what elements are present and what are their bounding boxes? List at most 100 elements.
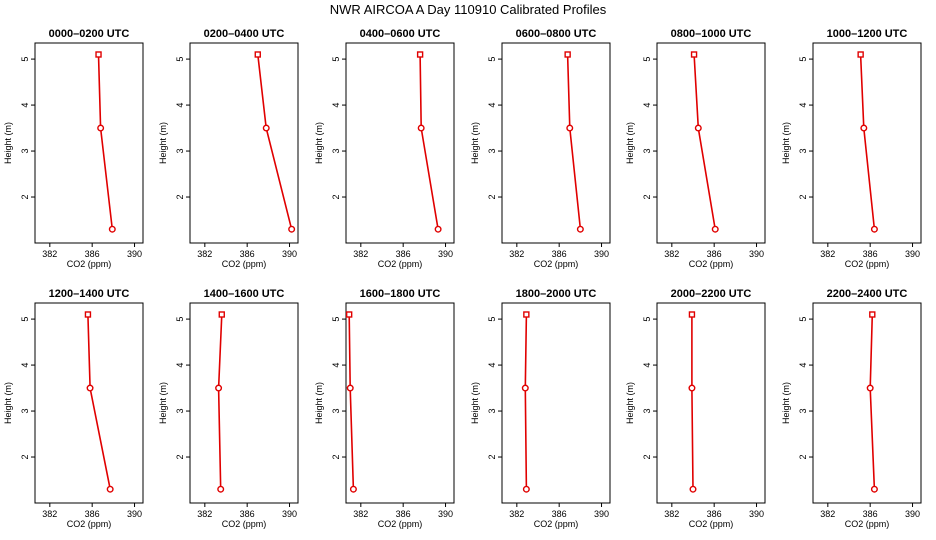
y-axis-label: Height (m) bbox=[781, 382, 791, 424]
x-axis-label: CO2 (ppm) bbox=[67, 259, 112, 269]
y-tick-label: 3 bbox=[487, 409, 497, 414]
x-tick-label: 390 bbox=[438, 509, 453, 519]
y-tick-label: 2 bbox=[175, 455, 185, 460]
y-tick-label: 3 bbox=[175, 149, 185, 154]
data-point bbox=[217, 485, 225, 493]
x-tick-label: 390 bbox=[594, 509, 609, 519]
y-tick-label: 3 bbox=[642, 149, 652, 154]
y-axis-label: Height (m) bbox=[3, 122, 13, 164]
data-point bbox=[694, 124, 702, 132]
data-point bbox=[689, 485, 697, 493]
profile-panel: 0200–0400 UTC 382 386 390 2 3 4 5 CO2 (ppm) Heigh… bbox=[158, 28, 299, 269]
data-point bbox=[564, 51, 571, 58]
plot-frame bbox=[345, 302, 455, 504]
y-tick-label: 5 bbox=[487, 57, 497, 62]
profile-panel: 1000–1200 UTC 382 386 390 2 3 4 5 CO2 (ppm) Heigh… bbox=[781, 28, 922, 269]
data-point bbox=[346, 384, 354, 392]
plot-frame bbox=[501, 42, 611, 244]
y-tick-label: 4 bbox=[487, 103, 497, 108]
x-tick-label: 382 bbox=[42, 509, 57, 519]
plot-frame bbox=[34, 42, 144, 244]
x-axis-label: CO2 (ppm) bbox=[222, 519, 267, 529]
x-axis-label: CO2 (ppm) bbox=[689, 259, 734, 269]
profile-panel: 1800–2000 UTC 382 386 390 2 3 4 5 CO2 (ppm) Heigh… bbox=[470, 288, 611, 529]
y-tick-label: 3 bbox=[175, 409, 185, 414]
y-tick-label: 4 bbox=[487, 363, 497, 368]
data-point bbox=[688, 384, 696, 392]
data-point bbox=[860, 124, 868, 132]
data-point bbox=[870, 225, 878, 233]
y-tick-label: 2 bbox=[642, 195, 652, 200]
plot-frame bbox=[189, 42, 299, 244]
data-point bbox=[869, 311, 876, 318]
profile-panel: 0400–0600 UTC 382 386 390 2 3 4 5 CO2 (ppm) Heigh… bbox=[314, 28, 455, 269]
profile-line bbox=[524, 314, 528, 490]
y-tick-label: 5 bbox=[487, 317, 497, 322]
data-point bbox=[84, 311, 92, 318]
data-point bbox=[688, 311, 696, 318]
plot-frame bbox=[656, 302, 766, 504]
x-axis-label: CO2 (ppm) bbox=[67, 519, 112, 529]
x-axis-label: CO2 (ppm) bbox=[845, 259, 890, 269]
x-tick-label: 390 bbox=[594, 249, 609, 259]
y-tick-label: 3 bbox=[331, 149, 341, 154]
data-point bbox=[95, 51, 102, 58]
y-tick-label: 5 bbox=[175, 57, 185, 62]
y-axis-label: Height (m) bbox=[781, 122, 791, 164]
x-tick-label: 386 bbox=[552, 509, 567, 519]
x-axis-label: CO2 (ppm) bbox=[222, 259, 267, 269]
panel-title: 1200–1400 UTC bbox=[49, 288, 130, 300]
profile-panel: 0600–0800 UTC 382 386 390 2 3 4 5 CO2 (ppm) Heigh… bbox=[470, 28, 611, 269]
x-tick-label: 386 bbox=[707, 249, 722, 259]
x-axis-label: CO2 (ppm) bbox=[378, 259, 423, 269]
x-tick-label: 386 bbox=[863, 509, 878, 519]
y-tick-label: 5 bbox=[642, 317, 652, 322]
data-point bbox=[417, 124, 425, 132]
panel-title: 0400–0600 UTC bbox=[360, 28, 441, 40]
data-point bbox=[97, 124, 105, 132]
y-tick-label: 4 bbox=[20, 363, 30, 368]
x-tick-label: 390 bbox=[438, 249, 453, 259]
x-tick-label: 382 bbox=[509, 249, 524, 259]
y-tick-label: 3 bbox=[331, 409, 341, 414]
profile-panel: 0800–1000 UTC 382 386 390 2 3 4 5 CO2 (ppm) Heigh… bbox=[625, 28, 766, 269]
y-tick-label: 4 bbox=[175, 363, 185, 368]
data-point bbox=[522, 485, 530, 493]
plot-frame bbox=[501, 302, 611, 504]
profile-line bbox=[419, 54, 439, 230]
y-axis-label: Height (m) bbox=[625, 382, 635, 424]
y-tick-label: 5 bbox=[798, 57, 808, 62]
x-tick-label: 382 bbox=[353, 249, 368, 259]
panel-title: 1600–1800 UTC bbox=[360, 288, 441, 300]
data-point bbox=[416, 51, 424, 58]
x-tick-label: 386 bbox=[396, 249, 411, 259]
y-axis-label: Height (m) bbox=[3, 382, 13, 424]
y-tick-label: 2 bbox=[331, 195, 341, 200]
y-tick-label: 2 bbox=[642, 455, 652, 460]
data-point bbox=[523, 311, 530, 318]
profile-line bbox=[859, 54, 876, 230]
data-point bbox=[106, 485, 114, 493]
panel-title: 0000–0200 UTC bbox=[49, 28, 130, 40]
profile-panel: 1400–1600 UTC 382 386 390 2 3 4 5 CO2 (ppm) Heigh… bbox=[158, 288, 299, 529]
x-tick-label: 386 bbox=[863, 249, 878, 259]
x-tick-label: 390 bbox=[282, 509, 297, 519]
y-axis-label: Height (m) bbox=[158, 122, 168, 164]
x-tick-label: 386 bbox=[240, 249, 255, 259]
y-tick-label: 3 bbox=[487, 149, 497, 154]
x-axis-label: CO2 (ppm) bbox=[534, 259, 579, 269]
x-tick-label: 386 bbox=[85, 249, 100, 259]
y-tick-label: 5 bbox=[20, 57, 30, 62]
x-tick-label: 390 bbox=[127, 249, 142, 259]
y-tick-label: 2 bbox=[20, 455, 30, 460]
plot-frame bbox=[812, 302, 922, 504]
profile-line bbox=[691, 314, 694, 490]
data-point bbox=[711, 225, 719, 233]
data-point bbox=[434, 225, 442, 233]
y-axis-label: Height (m) bbox=[470, 382, 480, 424]
y-axis-label: Height (m) bbox=[158, 382, 168, 424]
plot-frame bbox=[189, 302, 299, 504]
profile-line bbox=[257, 54, 293, 230]
data-point bbox=[108, 225, 116, 233]
